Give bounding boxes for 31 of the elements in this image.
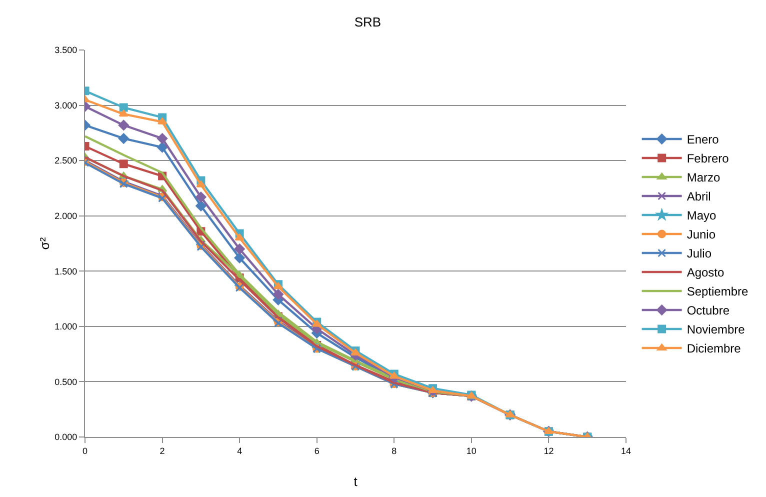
x-tick-label: 2 xyxy=(160,446,165,456)
y-tick-label: 3.000 xyxy=(54,100,78,110)
y-tick-label: 1.500 xyxy=(54,266,78,276)
y-tick-label: 3.500 xyxy=(54,45,78,56)
y-tick-label: 0.500 xyxy=(54,376,78,387)
x-axis-title: t xyxy=(354,474,358,489)
x-tick-label: 10 xyxy=(466,446,476,456)
legend-label: Octubre xyxy=(686,304,730,318)
y-tick-label: 1.000 xyxy=(54,322,78,332)
legend-label: Agosto xyxy=(686,266,725,280)
y-tick-label: 2.000 xyxy=(54,211,78,222)
legend-label: Junio xyxy=(686,228,716,242)
legend-label: Septiembre xyxy=(686,284,749,299)
legend-label: Febrero xyxy=(686,152,730,166)
x-tick-label: 0 xyxy=(82,446,88,456)
x-tick-label: 4 xyxy=(237,446,242,456)
legend-label: Marzo xyxy=(686,170,720,185)
legend-label: Abril xyxy=(686,190,711,204)
y-axis-title: σ² xyxy=(37,236,52,250)
y-tick-label: 0.000 xyxy=(54,432,78,442)
x-tick-label: 14 xyxy=(620,446,632,456)
legend-label: Julio xyxy=(686,246,712,261)
x-tick-label: 12 xyxy=(544,446,554,456)
legend-label: Enero xyxy=(686,132,720,147)
y-tick-label: 2.500 xyxy=(54,156,78,166)
legend-label: Mayo xyxy=(686,208,716,223)
x-tick-label: 8 xyxy=(392,446,397,456)
x-tick-label: 6 xyxy=(314,446,320,456)
legend-label: Noviembre xyxy=(686,322,746,337)
legend-label: Diciembre xyxy=(686,342,742,356)
chart-title: SRB xyxy=(354,14,382,30)
